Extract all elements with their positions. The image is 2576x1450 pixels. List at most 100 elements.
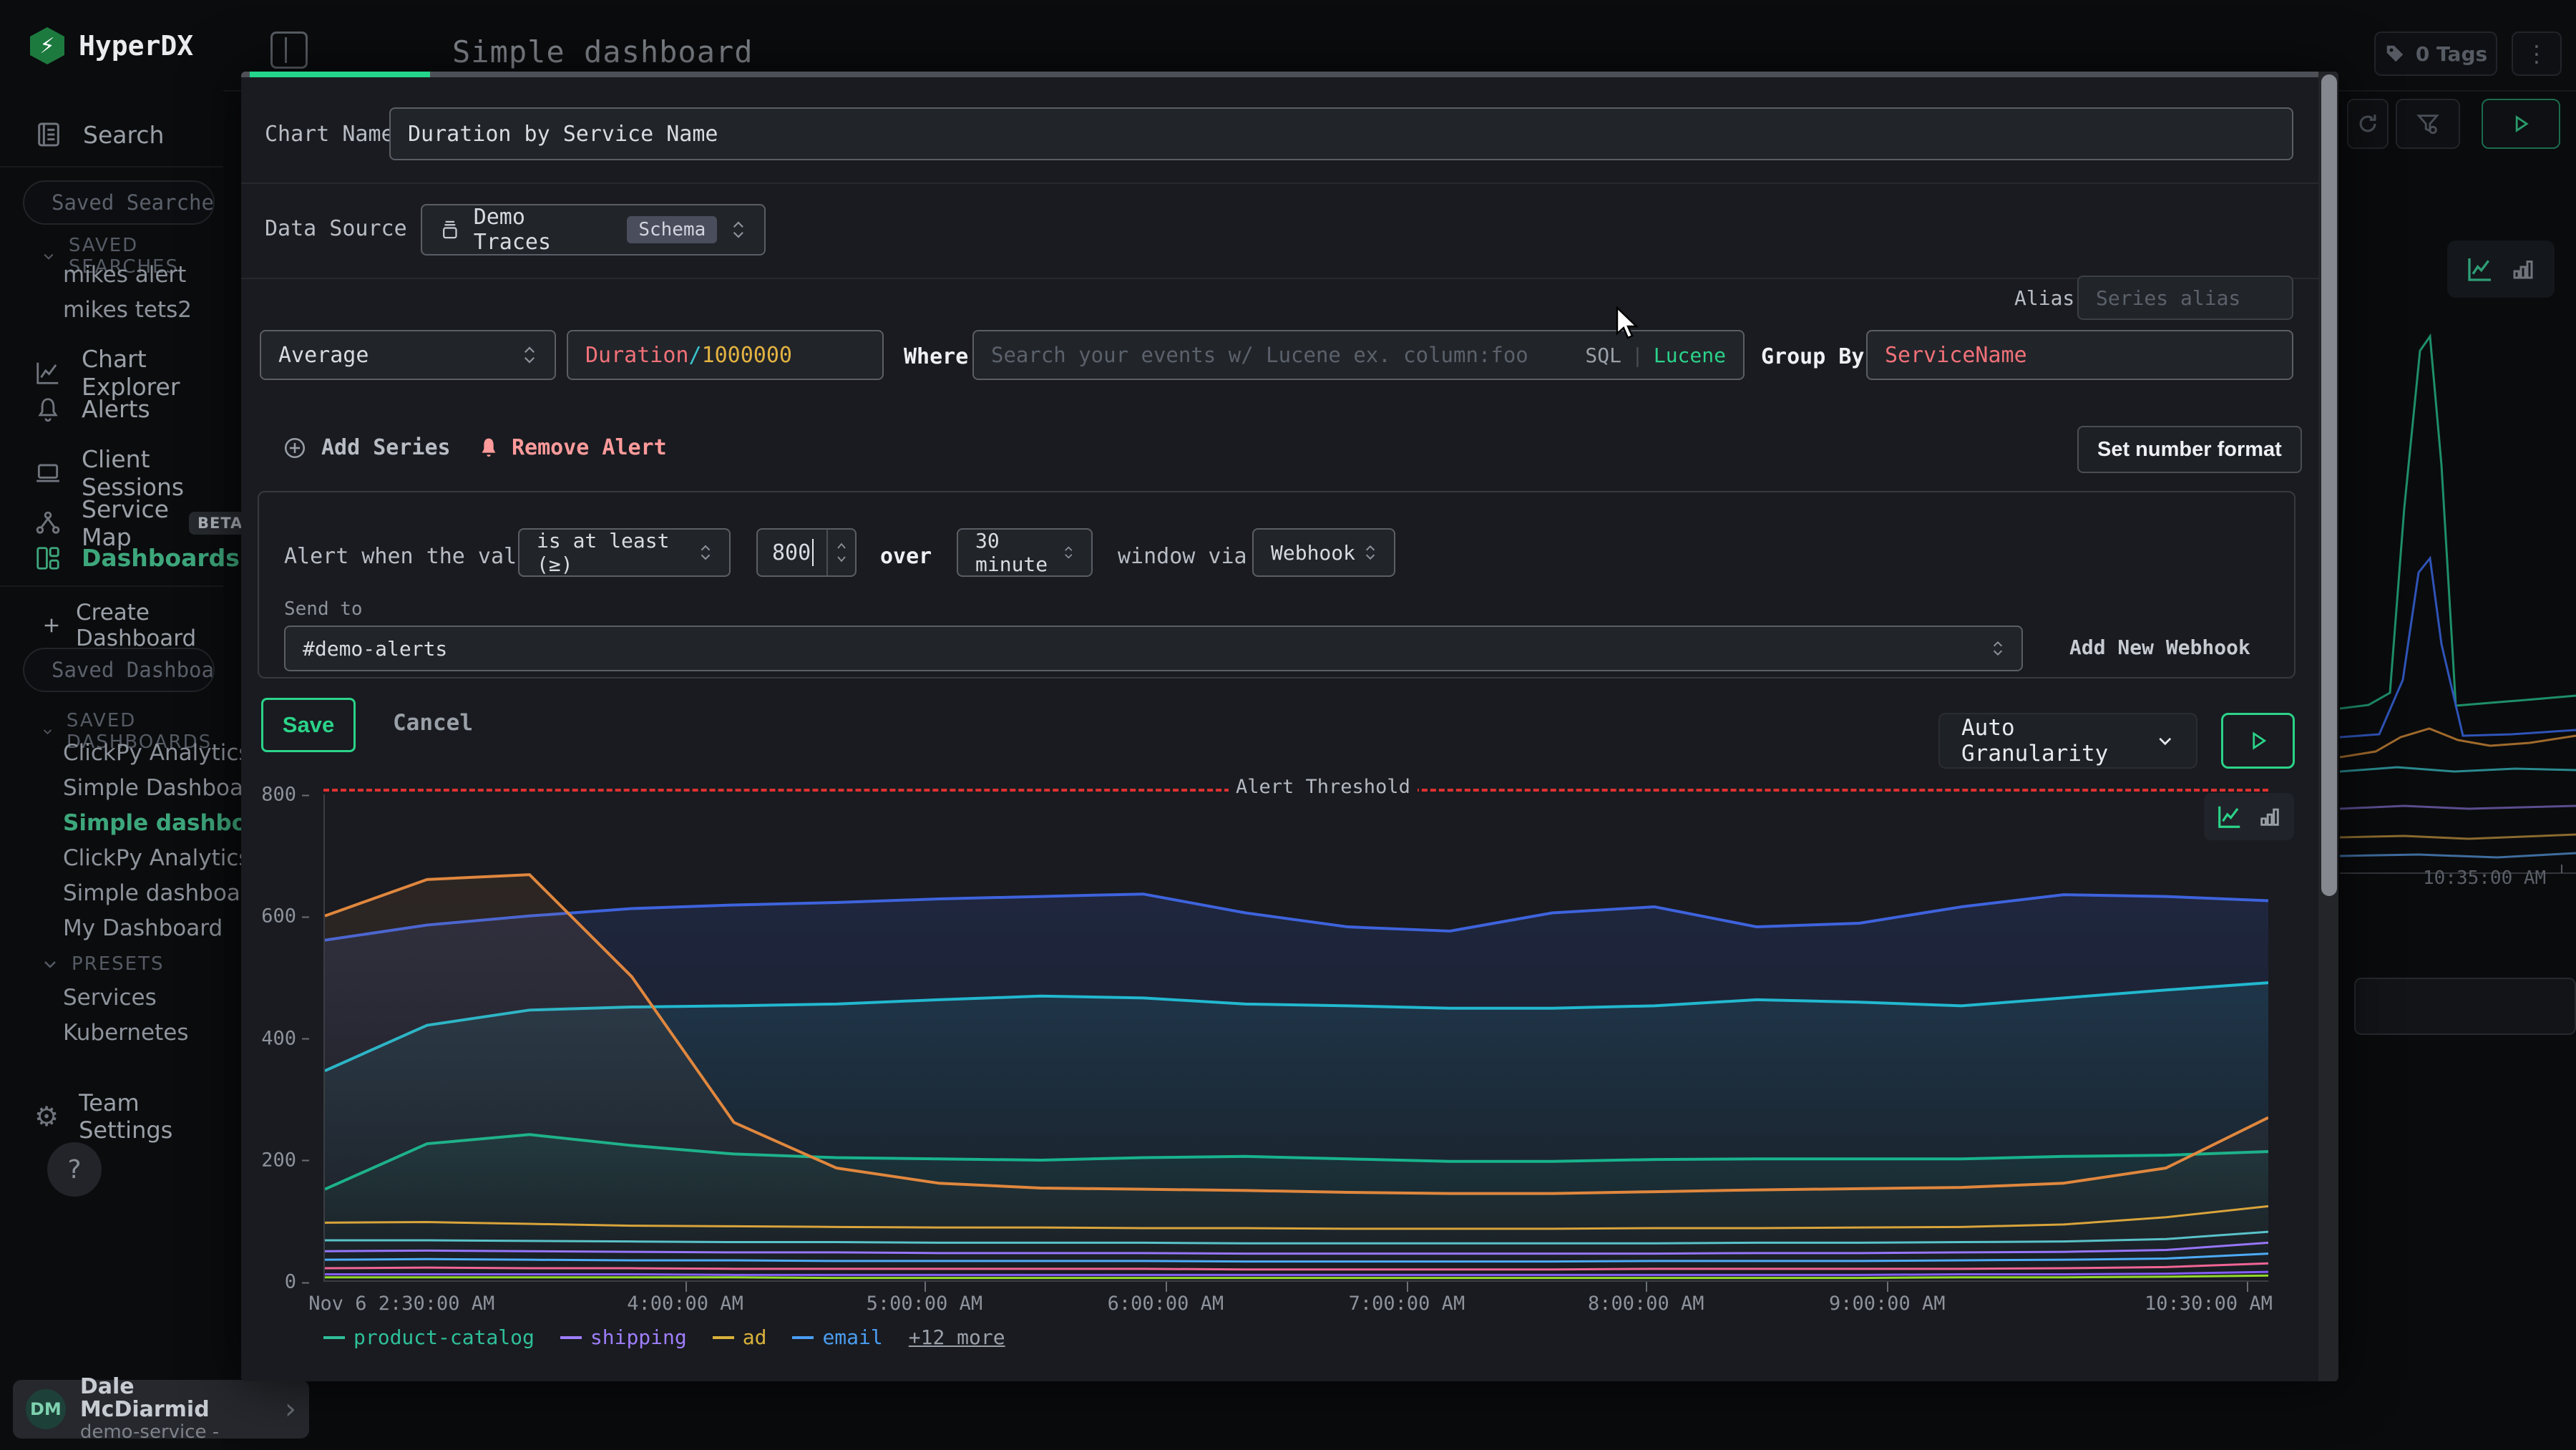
run-chart-button[interactable]: [2221, 713, 2295, 769]
sidebar-toggle-icon[interactable]: [270, 31, 308, 69]
service-map-icon: [34, 510, 62, 537]
saved-searches-input[interactable]: Saved Searches: [23, 180, 215, 225]
x-tick-label: 4:00:00 AM: [627, 1293, 743, 1315]
legend-item[interactable]: product-catalog: [323, 1325, 535, 1349]
saved-dashboards-input[interactable]: Saved Dashboards: [23, 648, 215, 692]
legend-item[interactable]: +12 more: [909, 1325, 1005, 1349]
group-by-input[interactable]: ServiceName: [1866, 330, 2293, 380]
alert-settings-box: Alert when the value is at least (≥) 800…: [258, 491, 2296, 678]
tags-button[interactable]: 0 Tags: [2374, 31, 2497, 76]
grid-icon: [34, 545, 62, 572]
number-stepper[interactable]: [826, 530, 855, 575]
filter-button[interactable]: [2396, 99, 2460, 149]
play-icon: [2248, 730, 2269, 751]
x-tick-label: 10:30:00 AM: [2145, 1293, 2273, 1315]
background-panel: [2354, 978, 2576, 1035]
chevron-down-icon: [42, 248, 56, 265]
presets-header[interactable]: PRESETS: [42, 953, 165, 975]
refresh-button[interactable]: [2347, 99, 2389, 149]
legend-item[interactable]: ad: [713, 1325, 767, 1349]
legend-more-link[interactable]: +12 more: [909, 1325, 1005, 1349]
x-tick-mark: [1887, 1282, 1888, 1292]
alert-window-select[interactable]: 30 minute: [957, 528, 1093, 577]
sidebar-item-service-map[interactable]: Service MapBETA: [34, 495, 251, 551]
bar-chart-icon: [2510, 256, 2536, 282]
chevron-down-icon: [42, 955, 59, 973]
edit-chart-modal: Chart Name Duration by Service Name Data…: [241, 72, 2338, 1381]
sidebar-list-item[interactable]: mikes alert: [63, 263, 192, 287]
legend-swatch: [323, 1336, 345, 1339]
alert-condition-select[interactable]: is at least (≥): [518, 528, 731, 577]
page-title: Simple dashboard: [452, 34, 753, 69]
x-tick-label: 9:00:00 AM: [1829, 1293, 1946, 1315]
brand-name: HyperDX: [79, 30, 193, 62]
chart-name-label: Chart Name: [265, 122, 394, 147]
tag-icon: [2384, 43, 2406, 64]
x-tick-label: 6:00:00 AM: [1108, 1293, 1224, 1315]
brand-logo[interactable]: ⚡ HyperDX: [30, 27, 193, 64]
bell-icon: [477, 436, 500, 460]
alert-threshold-input[interactable]: 800: [756, 528, 857, 577]
sidebar-item-dashboards[interactable]: Dashboards: [34, 544, 240, 572]
kebab-icon: ⋮: [2525, 40, 2548, 67]
alert-over-label: over: [880, 544, 932, 569]
legend-item[interactable]: shipping: [560, 1325, 687, 1349]
query-language-toggle[interactable]: SQL | Lucene: [1585, 344, 1726, 367]
alert-via-label: window via: [1118, 544, 1247, 569]
lucene-toggle[interactable]: Lucene: [1654, 344, 1726, 367]
alert-channel-select[interactable]: Webhook: [1252, 528, 1395, 577]
series-alias-input[interactable]: Series alias: [2077, 276, 2293, 320]
chart-type-toggle[interactable]: [2204, 793, 2294, 840]
legend-swatch: [792, 1336, 814, 1339]
x-tick-mark: [2247, 1282, 2248, 1292]
sidebar-list-item[interactable]: Services: [63, 986, 188, 1010]
scrollbar-thumb[interactable]: [2321, 74, 2337, 896]
field-expression-input[interactable]: Duration/1000000: [567, 330, 884, 380]
data-source-select[interactable]: Demo Traces Schema: [421, 204, 766, 256]
x-tick-mark: [1646, 1282, 1647, 1292]
modal-scrollbar[interactable]: [2318, 72, 2338, 1381]
set-number-format-button[interactable]: Set number format: [2077, 426, 2302, 473]
legend-item[interactable]: email: [792, 1325, 882, 1349]
sql-toggle[interactable]: SQL: [1585, 344, 1621, 367]
chart-line-icon: [34, 359, 62, 386]
sidebar-item-alerts[interactable]: Alerts: [34, 395, 150, 423]
granularity-select[interactable]: Auto Granularity: [1938, 713, 2197, 769]
aggregation-select[interactable]: Average: [260, 330, 556, 380]
plus-icon: [42, 615, 62, 636]
cancel-button[interactable]: Cancel: [393, 710, 473, 736]
run-query-button-background[interactable]: [2482, 99, 2560, 149]
journal-icon: [34, 120, 63, 149]
y-tick-label: 400: [261, 1027, 309, 1049]
sidebar-list-item[interactable]: mikes tets2: [63, 298, 192, 322]
user-card[interactable]: DM Dale McDiarmid demo-service - ›: [13, 1380, 309, 1439]
chart-name-input[interactable]: Duration by Service Name: [389, 107, 2293, 160]
create-dashboard-button[interactable]: Create Dashboard: [42, 600, 223, 651]
text-caret: [812, 539, 814, 566]
database-icon: [439, 219, 461, 240]
kebab-menu-button[interactable]: ⋮: [2512, 31, 2562, 76]
main-chart-plot: [323, 794, 2268, 1282]
avatar: DM: [26, 1389, 66, 1429]
sidebar-item-client-sessions[interactable]: Client Sessions: [34, 445, 223, 501]
save-button[interactable]: Save: [261, 698, 356, 752]
chevron-up-icon: [836, 542, 847, 550]
background-chart-type-toggle[interactable]: [2447, 240, 2555, 298]
webhook-select[interactable]: #demo-alerts: [284, 626, 2023, 671]
add-new-webhook-button[interactable]: Add New Webhook: [2069, 636, 2250, 659]
sidebar-item-team-settings[interactable]: ⚙ Team Settings: [34, 1089, 223, 1144]
x-tick-label: 5:00:00 AM: [867, 1293, 983, 1315]
chevron-updown-icon: [1063, 543, 1074, 562]
sidebar-item-search[interactable]: Search: [34, 120, 164, 149]
sidebar-item-chart-explorer[interactable]: Chart Explorer: [34, 345, 223, 401]
sidebar-list-item[interactable]: Kubernetes: [63, 1021, 188, 1045]
legend-swatch: [560, 1336, 582, 1339]
help-button[interactable]: ?: [47, 1142, 102, 1197]
user-subtitle: demo-service -: [80, 1421, 270, 1443]
remove-alert-button[interactable]: Remove Alert: [477, 435, 667, 460]
add-series-button[interactable]: Add Series: [283, 435, 451, 460]
group-by-label: Group By: [1761, 344, 1865, 369]
x-tick-label: 8:00:00 AM: [1588, 1293, 1704, 1315]
bell-icon: [34, 396, 62, 423]
chevron-right-icon: ›: [285, 1393, 296, 1426]
